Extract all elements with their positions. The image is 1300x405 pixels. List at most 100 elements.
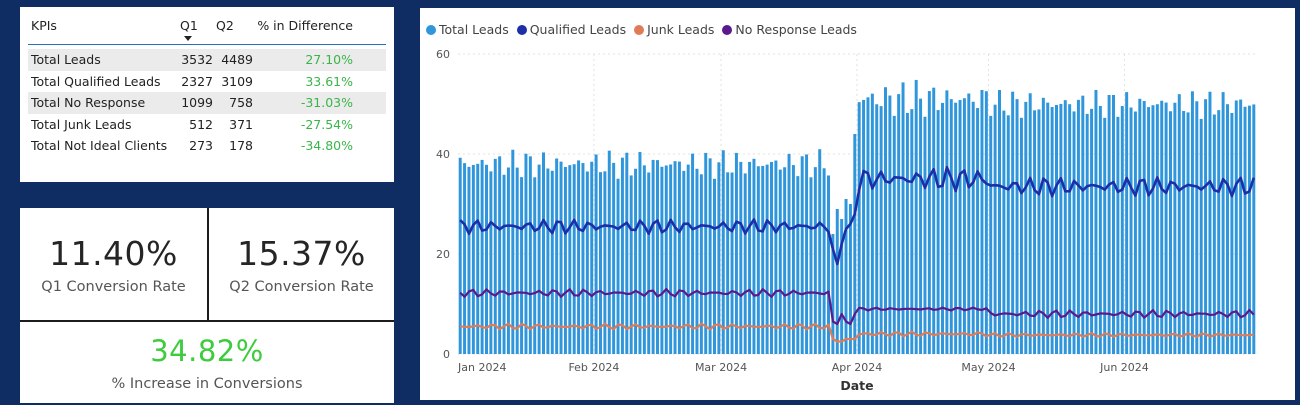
bar-total-leads [458, 157, 462, 354]
bar-total-leads [1147, 107, 1151, 354]
legend-noresponse-label: No Response Leads [735, 22, 857, 37]
legend-qualified-leads[interactable]: Qualified Leads [516, 22, 627, 37]
bar-total-leads [923, 116, 927, 354]
bar-total-leads [607, 150, 611, 354]
legend-junk-dot [634, 24, 645, 35]
x-tick-label: May 2024 [961, 361, 1015, 374]
bar-total-leads [581, 163, 585, 354]
bar-total-leads [1112, 94, 1115, 354]
bar-total-leads [1116, 116, 1120, 354]
kpi-q1: 2327 [181, 73, 213, 89]
bar-total-leads [730, 172, 734, 354]
bar-total-leads [699, 174, 703, 354]
bar-total-leads [984, 91, 988, 354]
bar-total-leads [919, 98, 923, 354]
bar-total-leads [1059, 103, 1063, 354]
bar-total-leads [1221, 92, 1225, 354]
bar-total-leads [1046, 102, 1050, 355]
bar-total-leads [910, 109, 914, 354]
bar-total-leads [901, 82, 905, 354]
legend-qualified-dot [516, 24, 527, 35]
bar-total-leads [1081, 95, 1085, 354]
header-q1[interactable]: Q1 [180, 18, 198, 33]
bar-total-leads [866, 97, 870, 354]
bar-total-leads [682, 170, 686, 354]
legend-noresponse-leads[interactable]: No Response Leads [722, 22, 857, 37]
q1-conversion-card: 11.40% Q1 Conversion Rate [20, 208, 207, 320]
legend-qualified-label: Qualified Leads [529, 22, 627, 37]
legend-total-label: Total Leads [439, 22, 509, 37]
bar-total-leads [848, 204, 852, 354]
bar-total-leads [1028, 93, 1032, 354]
bar-total-leads [708, 158, 712, 354]
bar-total-leads [489, 171, 493, 354]
bar-total-leads [1098, 106, 1102, 354]
bar-total-leads [1182, 111, 1186, 354]
kpi-q2: 178 [229, 138, 253, 154]
bar-total-leads [870, 93, 874, 354]
bar-total-leads [875, 104, 879, 354]
bar-total-leads [691, 153, 695, 354]
kpi-diff: -31.03% [300, 95, 353, 111]
bar-total-leads [778, 169, 782, 354]
bar-total-leads [1120, 106, 1124, 355]
bar-total-leads [1252, 104, 1256, 354]
bar-total-leads [634, 168, 638, 354]
table-row: Total Qualified Leads 2327 3109 33.61% [28, 71, 386, 93]
kpi-table-header: KPIs Q1 Q2 % in Difference [28, 15, 386, 45]
bar-total-leads [752, 158, 756, 354]
bar-total-leads [879, 106, 883, 354]
bar-total-leads [774, 160, 778, 354]
bar-total-leads [1068, 104, 1072, 355]
bar-total-leads [927, 91, 931, 354]
bar-total-leads [642, 165, 646, 354]
bar-total-leads [1155, 104, 1159, 354]
bar-total-leads [463, 163, 467, 354]
bar-total-leads [555, 158, 559, 354]
bar-total-leads [550, 170, 554, 354]
q2-conversion-value: 15.37% [237, 233, 366, 273]
kpi-q2: 371 [229, 116, 253, 132]
legend-noresponse-dot [722, 24, 733, 35]
bar-total-leads [493, 158, 497, 354]
q2-conversion-label: Q2 Conversion Rate [229, 278, 374, 295]
bar-total-leads [625, 152, 629, 354]
bar-total-leads [743, 173, 747, 354]
header-diff[interactable]: % in Difference [257, 18, 353, 33]
bar-total-leads [884, 87, 887, 354]
header-q2[interactable]: Q2 [216, 18, 234, 33]
bar-total-leads [1041, 97, 1045, 354]
bar-total-leads [936, 110, 940, 354]
bar-total-leads [1011, 91, 1015, 354]
bar-total-leads [656, 160, 659, 354]
table-row: Total No Response 1099 758 -31.03% [28, 92, 386, 114]
bar-total-leads [651, 159, 655, 354]
line-no-response-leads [459, 287, 1255, 326]
kpi-name: Total Not Ideal Clients [31, 138, 168, 154]
kpi-diff: 33.61% [305, 73, 353, 89]
bar-total-leads [888, 95, 892, 354]
sort-desc-icon[interactable] [184, 36, 192, 41]
bar-total-leads [577, 160, 581, 354]
bar-total-leads [1204, 99, 1208, 354]
bar-total-leads [1050, 107, 1054, 354]
legend-junk-leads[interactable]: Junk Leads [634, 22, 714, 37]
line-junk-leads [460, 322, 1254, 343]
bar-total-leads [1055, 104, 1058, 354]
bar-total-leads [1190, 91, 1194, 354]
bar-total-leads [590, 161, 594, 354]
header-kpis[interactable]: KPIs [31, 18, 57, 33]
bar-total-leads [515, 167, 519, 354]
bar-total-leads [976, 108, 980, 354]
bar-total-leads [958, 100, 962, 354]
bar-total-leads [467, 166, 471, 354]
legend-total-leads[interactable]: Total Leads [426, 22, 509, 37]
bar-total-leads [954, 102, 958, 354]
bar-total-leads [1243, 106, 1247, 354]
bar-total-leads [485, 164, 488, 354]
bar-total-leads [524, 153, 528, 354]
bar-total-leads [1094, 89, 1098, 354]
bar-total-leads [796, 176, 800, 354]
bar-total-leads [949, 99, 953, 354]
bar-total-leads [998, 90, 1001, 354]
